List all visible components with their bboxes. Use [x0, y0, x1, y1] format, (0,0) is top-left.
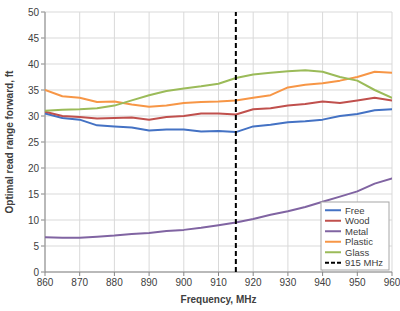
legend-label: 915 MHz	[345, 257, 383, 268]
y-tick-label: 15	[28, 189, 40, 200]
y-tick	[41, 142, 45, 143]
y-tick-label: 45	[28, 33, 40, 44]
y-tick	[41, 246, 45, 247]
y-axis-line	[45, 12, 46, 272]
x-tick-label: 890	[141, 277, 158, 288]
x-tick-label: 950	[349, 277, 366, 288]
x-tick-label: 860	[37, 277, 54, 288]
y-tick	[41, 116, 45, 117]
x-tick	[322, 272, 323, 276]
x-tick	[114, 272, 115, 276]
y-tick-label: 10	[28, 215, 40, 226]
y-tick	[41, 12, 45, 13]
y-tick	[41, 272, 45, 273]
x-axis-title: Frequency, MHz	[181, 294, 257, 305]
x-tick-label: 940	[314, 277, 331, 288]
chart: 0 5 10 15 20 25 30 35 40 45 50 860 870 880 890 900 910 92…	[0, 0, 400, 311]
x-grid-line	[392, 12, 393, 272]
y-tick	[41, 168, 45, 169]
legend-label: Plastic	[345, 236, 373, 247]
x-grid-line	[79, 12, 80, 272]
legend-label: Wood	[345, 215, 370, 226]
x-grid-line	[45, 12, 46, 272]
legend-swatch	[325, 262, 341, 264]
legend-swatch	[325, 209, 341, 211]
y-tick	[41, 194, 45, 195]
x-grid-line	[114, 12, 115, 272]
y-tick	[41, 38, 45, 39]
x-tick	[79, 272, 80, 276]
x-tick-label: 960	[384, 277, 400, 288]
x-grid-line	[253, 12, 254, 272]
x-tick-label: 870	[71, 277, 88, 288]
y-tick	[41, 64, 45, 65]
y-grid-line	[45, 272, 392, 273]
x-tick-label: 910	[210, 277, 227, 288]
legend-swatch	[325, 230, 341, 232]
x-tick-label: 930	[280, 277, 297, 288]
y-tick	[41, 220, 45, 221]
legend-label: Metal	[345, 226, 368, 237]
x-tick	[357, 272, 358, 276]
series-line	[235, 12, 237, 272]
x-tick-label: 880	[106, 277, 123, 288]
legend: FreeWoodMetalPlasticGlass915 MHz	[321, 202, 389, 270]
x-grid-line	[218, 12, 219, 272]
x-tick	[253, 272, 254, 276]
y-tick-label: 5	[33, 241, 39, 252]
legend-swatch	[325, 251, 341, 253]
y-tick-label: 50	[28, 7, 40, 18]
y-tick-label: 30	[28, 111, 40, 122]
x-tick	[218, 272, 219, 276]
x-tick	[287, 272, 288, 276]
x-tick	[45, 272, 46, 276]
y-axis-title: Optimal read range forward, ft	[4, 70, 15, 213]
x-tick	[183, 272, 184, 276]
legend-swatch	[325, 241, 341, 243]
series-line	[45, 70, 392, 111]
y-tick-label: 0	[33, 267, 39, 278]
y-tick-label: 20	[28, 163, 40, 174]
plot-area	[45, 12, 392, 272]
y-tick-label: 40	[28, 59, 40, 70]
legend-label: Free	[345, 205, 365, 216]
x-grid-line	[287, 12, 288, 272]
x-grid-line	[183, 12, 184, 272]
legend-swatch	[325, 220, 341, 222]
legend-box	[321, 202, 389, 270]
x-axis-line	[45, 272, 392, 273]
y-tick-label: 35	[28, 85, 40, 96]
y-tick-label: 25	[28, 137, 40, 148]
x-tick-label: 900	[175, 277, 192, 288]
x-tick	[149, 272, 150, 276]
legend-label: Glass	[345, 247, 370, 258]
y-tick	[41, 90, 45, 91]
grid	[41, 12, 392, 276]
x-tick-label: 920	[245, 277, 262, 288]
x-tick	[392, 272, 393, 276]
